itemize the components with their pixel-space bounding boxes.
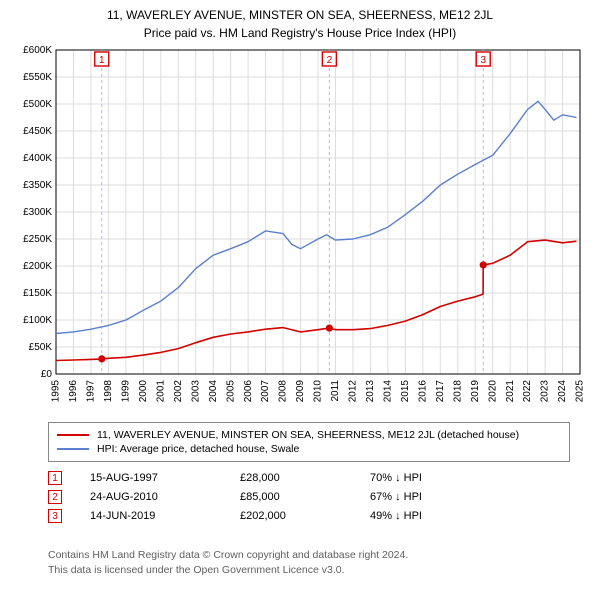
svg-text:2024: 2024 [557,380,568,403]
legend-swatch [57,448,89,450]
sale-date: 14-JUN-2019 [90,510,240,522]
svg-text:2015: 2015 [400,380,411,403]
sale-marker-box: 2 [48,490,62,504]
svg-text:£100K: £100K [23,315,52,326]
svg-text:3: 3 [480,55,486,66]
svg-text:1: 1 [99,55,105,66]
sale-hpi: 67% ↓ HPI [370,491,568,503]
attribution: Contains HM Land Registry data © Crown c… [48,548,568,577]
chart-titles: 11, WAVERLEY AVENUE, MINSTER ON SEA, SHE… [0,0,600,42]
legend-row: HPI: Average price, detached house, Swal… [57,443,561,455]
svg-text:£50K: £50K [29,342,53,353]
svg-text:£250K: £250K [23,234,52,245]
svg-text:2017: 2017 [435,380,446,403]
svg-text:£350K: £350K [23,180,52,191]
attribution-line: This data is licensed under the Open Gov… [48,563,568,578]
legend: 11, WAVERLEY AVENUE, MINSTER ON SEA, SHE… [48,422,570,462]
chart: £0 £50K £100K £150K £200K £250K £300K £350K £400… [10,44,590,414]
svg-text:£550K: £550K [23,72,52,83]
svg-text:1997: 1997 [86,380,97,403]
svg-text:2022: 2022 [522,380,533,403]
sale-date: 15-AUG-1997 [90,472,240,484]
svg-text:2019: 2019 [470,380,481,403]
svg-text:2020: 2020 [487,380,498,403]
sale-row: 2 24-AUG-2010 £85,000 67% ↓ HPI [48,490,568,504]
sale-marker-box: 3 [48,509,62,523]
svg-text:2023: 2023 [540,380,551,403]
svg-text:1998: 1998 [103,380,114,403]
sales-table: 1 15-AUG-1997 £28,000 70% ↓ HPI 2 24-AUG… [48,466,568,528]
svg-text:2000: 2000 [138,380,149,403]
svg-text:2013: 2013 [365,380,376,403]
sale-price: £202,000 [240,510,370,522]
chart-svg: £0 £50K £100K £150K £200K £250K £300K £350K £400… [10,44,590,414]
svg-text:2021: 2021 [505,380,516,403]
svg-text:2016: 2016 [417,380,428,403]
svg-text:2018: 2018 [452,380,463,403]
legend-swatch [57,434,89,436]
legend-label: HPI: Average price, detached house, Swal… [97,443,299,455]
sale-row: 3 14-JUN-2019 £202,000 49% ↓ HPI [48,509,568,523]
sale-hpi: 49% ↓ HPI [370,510,568,522]
attribution-line: Contains HM Land Registry data © Crown c… [48,548,568,563]
sale-marker-num: 1 [52,473,58,484]
svg-text:2012: 2012 [348,380,359,403]
svg-text:2014: 2014 [383,380,394,403]
sale-marker-num: 2 [52,492,58,503]
svg-text:£0: £0 [41,369,53,380]
svg-text:2009: 2009 [295,380,306,403]
svg-text:£150K: £150K [23,288,52,299]
sale-hpi: 70% ↓ HPI [370,472,568,484]
svg-text:2025: 2025 [575,380,586,403]
svg-text:£450K: £450K [23,126,52,137]
sale-date: 24-AUG-2010 [90,491,240,503]
svg-text:2005: 2005 [225,380,236,403]
svg-text:1999: 1999 [121,380,132,403]
svg-text:2002: 2002 [173,380,184,403]
svg-text:2001: 2001 [155,380,166,403]
svg-text:2006: 2006 [243,380,254,403]
sale-price: £28,000 [240,472,370,484]
svg-text:2007: 2007 [260,380,271,403]
svg-text:£600K: £600K [23,45,52,56]
svg-text:2: 2 [327,55,333,66]
page: 11, WAVERLEY AVENUE, MINSTER ON SEA, SHE… [0,0,600,590]
title-line-1: 11, WAVERLEY AVENUE, MINSTER ON SEA, SHE… [0,6,600,24]
svg-text:£400K: £400K [23,153,52,164]
svg-text:1995: 1995 [51,380,62,403]
legend-row: 11, WAVERLEY AVENUE, MINSTER ON SEA, SHE… [57,429,561,441]
svg-text:£200K: £200K [23,261,52,272]
sale-marker-num: 3 [52,511,58,522]
sale-row: 1 15-AUG-1997 £28,000 70% ↓ HPI [48,471,568,485]
sale-price: £85,000 [240,491,370,503]
svg-text:2011: 2011 [330,380,341,402]
svg-text:£300K: £300K [23,207,52,218]
title-line-2: Price paid vs. HM Land Registry's House … [0,24,600,42]
legend-label: 11, WAVERLEY AVENUE, MINSTER ON SEA, SHE… [97,429,519,441]
svg-text:2004: 2004 [208,380,219,403]
svg-text:£500K: £500K [23,99,52,110]
svg-text:2008: 2008 [278,380,289,403]
svg-text:1996: 1996 [68,380,79,403]
svg-text:2003: 2003 [190,380,201,403]
sale-marker-box: 1 [48,471,62,485]
svg-text:2010: 2010 [313,380,324,403]
